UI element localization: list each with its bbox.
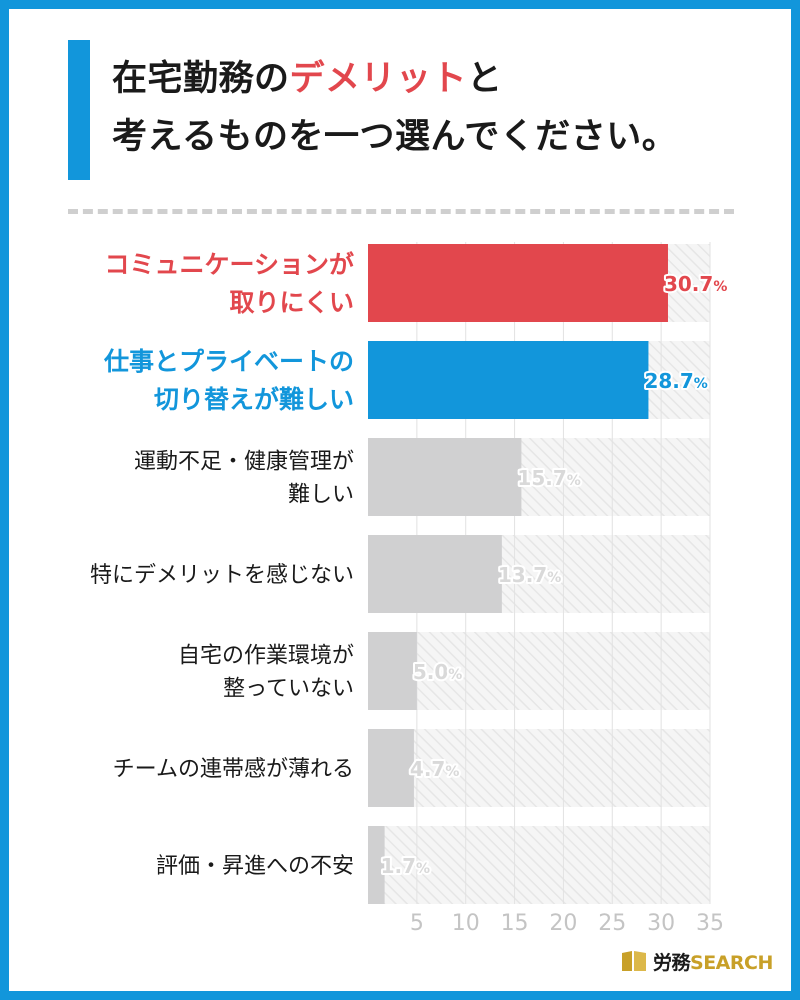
dashed-divider — [68, 209, 734, 214]
logo-text-jp: 労務 — [653, 951, 691, 974]
category-label: コミュニケーションが — [104, 250, 354, 279]
title-accent-word: デメリット — [289, 59, 468, 99]
x-tick-label: 10 — [452, 911, 480, 936]
logo-text-en: SEARCH — [690, 951, 773, 974]
category-label: 自宅の作業環境が — [178, 643, 354, 668]
x-tick-label: 20 — [549, 911, 577, 936]
x-tick-label: 5 — [410, 911, 424, 936]
bar — [368, 438, 522, 516]
value-label: 1.7% — [381, 854, 430, 878]
title-line-2: 考えるものを一つ選んでください。 — [112, 117, 678, 157]
row-track — [368, 729, 710, 807]
row-track — [368, 632, 710, 710]
chart-title: 在宅勤務のデメリットと 考えるものを一つ選んでください。 — [112, 50, 772, 166]
row-track — [368, 826, 710, 904]
title-accent-bar — [68, 40, 90, 180]
category-label: 難しい — [288, 482, 354, 507]
category-label: 特にデメリットを感じない — [90, 563, 354, 588]
category-label: 切り替えが難しい — [154, 385, 354, 414]
category-label: 運動不足・健康管理が — [134, 449, 354, 474]
value-label: 28.7% — [644, 369, 707, 393]
bar — [368, 535, 502, 613]
logo-text: 労務SEARCH — [653, 948, 773, 975]
logo: 労務SEARCH — [621, 946, 773, 976]
bar — [368, 632, 417, 710]
book-logo-icon — [622, 951, 646, 971]
bar — [368, 729, 414, 807]
category-label: 取りにくい — [229, 288, 354, 317]
x-tick-label: 35 — [696, 911, 724, 936]
title-line-1: 在宅勤務のデメリットと — [112, 50, 772, 108]
value-label: 30.7% — [664, 272, 727, 296]
bar — [368, 826, 385, 904]
category-label: 整っていない — [223, 676, 354, 701]
category-label: 評価・昇進への不安 — [156, 854, 354, 879]
bar — [368, 244, 668, 322]
x-tick-label: 25 — [598, 911, 626, 936]
title-part-1: 在宅勤務の — [112, 59, 290, 99]
category-label: 仕事とプライベートの — [103, 347, 354, 376]
category-label: チームの連帯感が薄れる — [113, 757, 354, 782]
bar — [368, 341, 649, 419]
x-tick-label: 15 — [501, 911, 529, 936]
title-part-2: と — [467, 59, 503, 99]
x-tick-label: 30 — [647, 911, 675, 936]
